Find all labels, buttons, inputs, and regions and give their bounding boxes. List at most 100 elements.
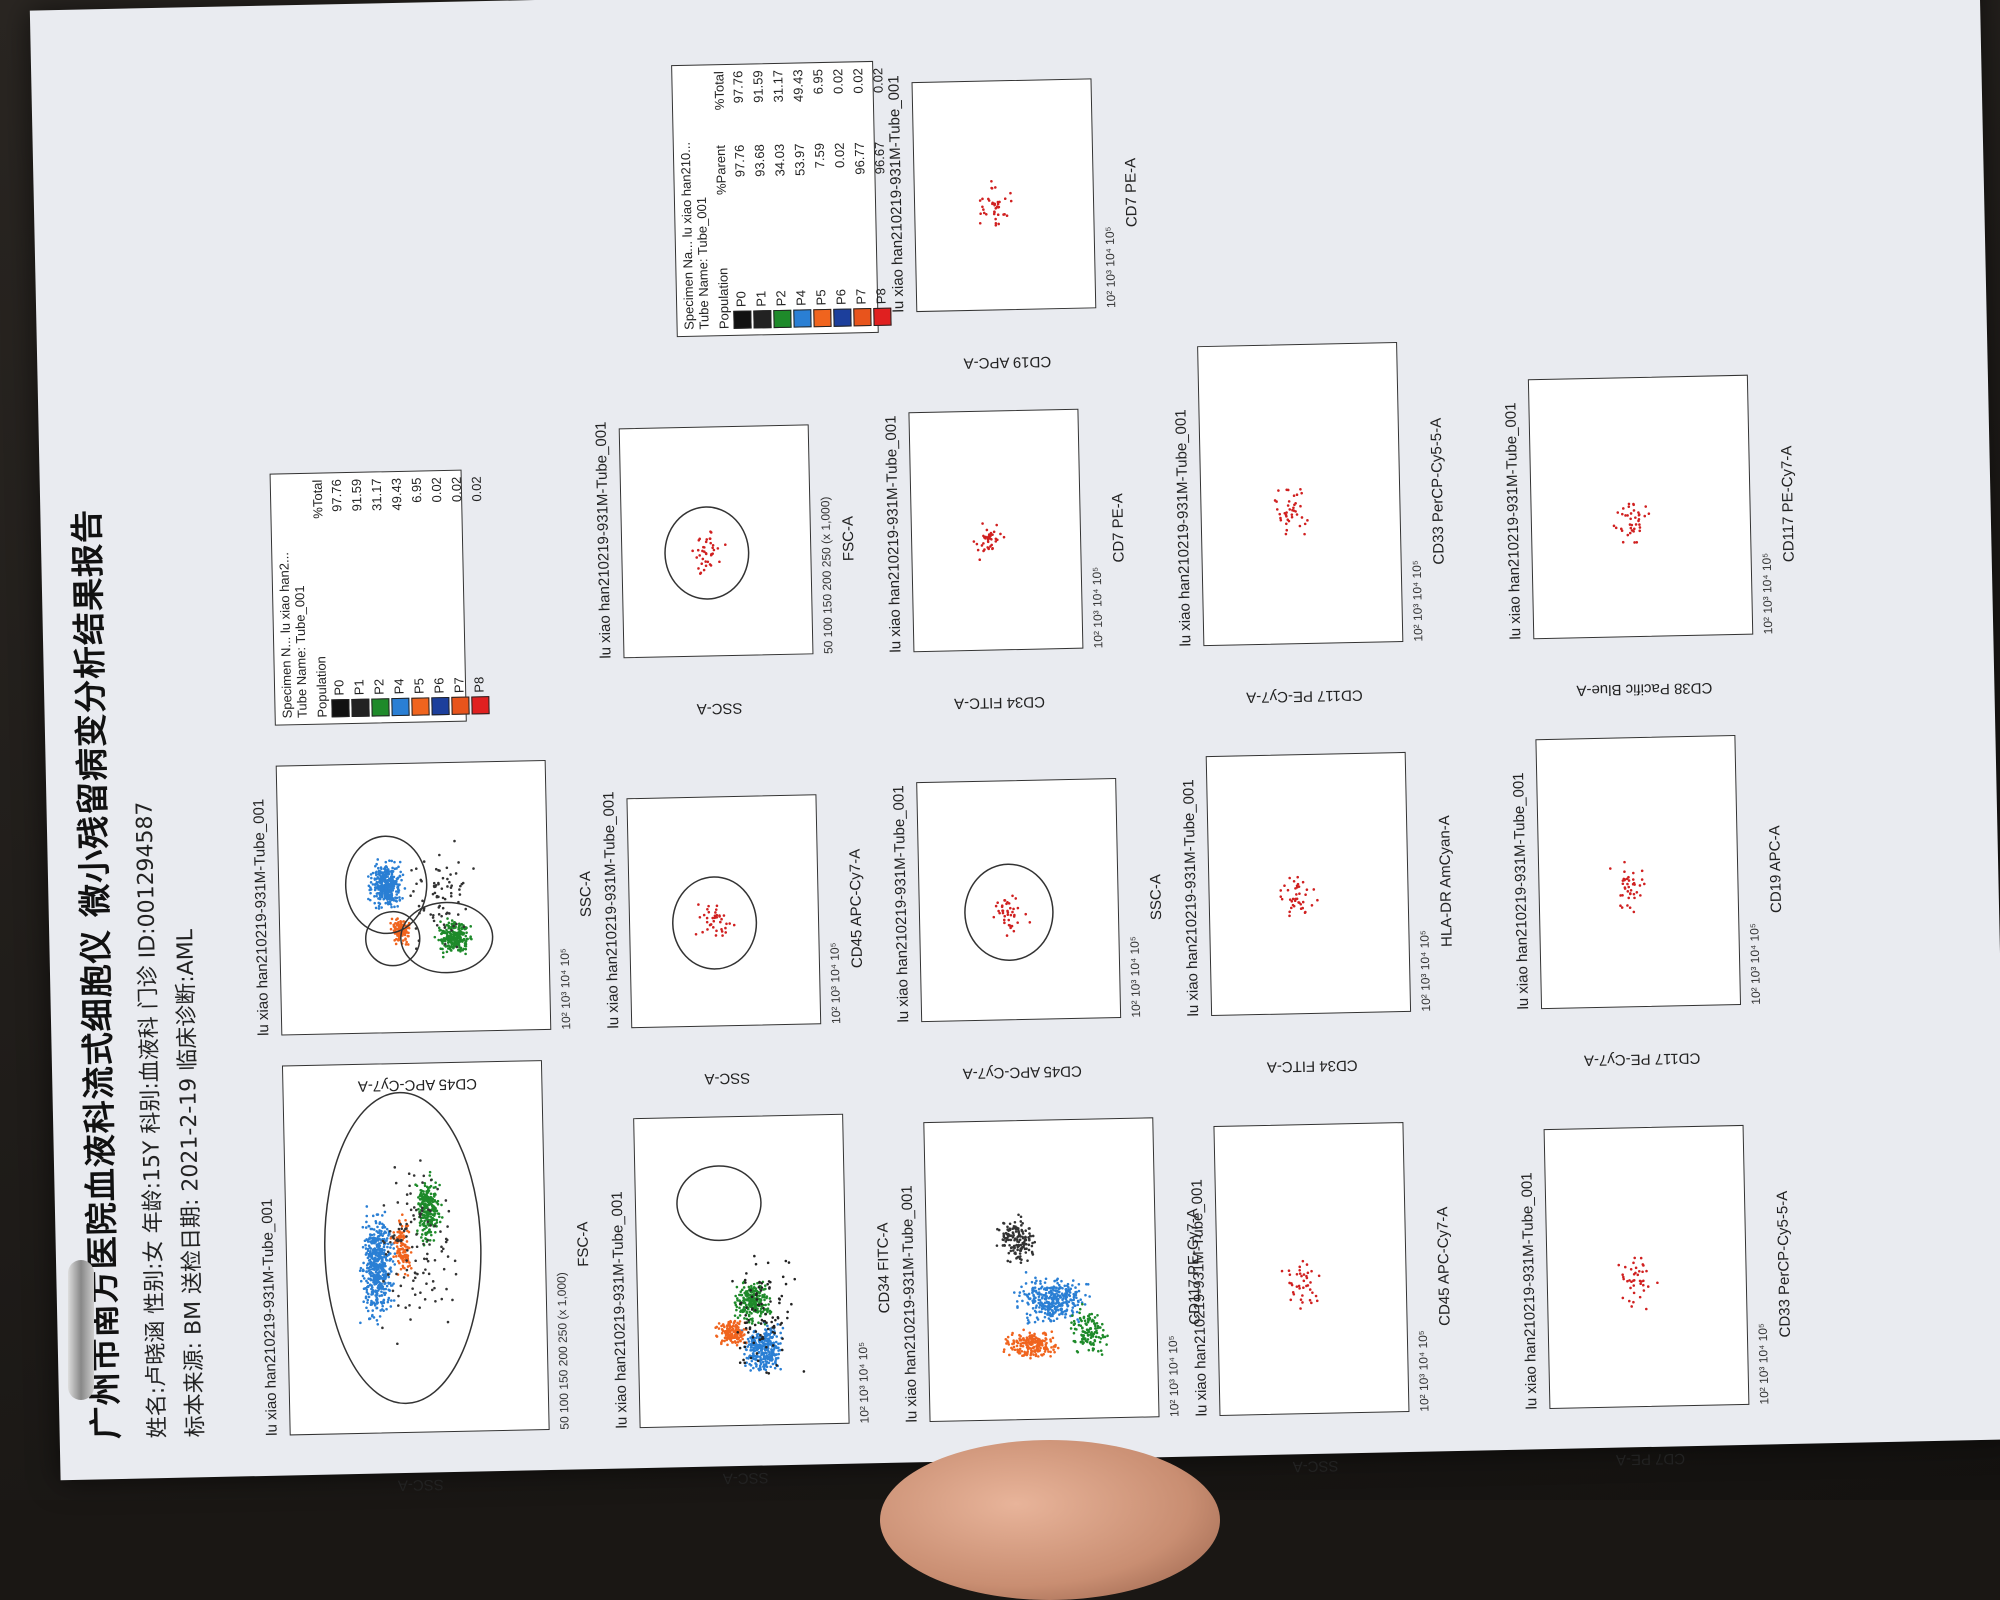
event-dot — [406, 1249, 409, 1252]
y-axis-label: CD7 PE-A — [1615, 1449, 1686, 1469]
event-dot — [1083, 1337, 1087, 1340]
event-dot — [1275, 508, 1279, 511]
event-dot — [1011, 894, 1014, 898]
event-dot — [734, 1333, 738, 1337]
event-dot — [462, 925, 466, 929]
event-dot — [735, 1337, 739, 1341]
plots-area: lu xiao han210219-931M-Tube_001 50 100 15… — [30, 11, 1797, 1493]
event-dot — [402, 1234, 405, 1237]
event-dot — [432, 881, 436, 885]
event-dot — [743, 1352, 746, 1356]
event-dot — [420, 879, 423, 883]
event-dot — [747, 1314, 751, 1318]
population-name: P7 — [451, 677, 467, 694]
event-dot — [1097, 1335, 1101, 1339]
event-dot — [1080, 1340, 1084, 1343]
event-dot — [429, 1215, 433, 1218]
event-dot — [399, 1239, 403, 1243]
event-dot — [417, 1207, 420, 1211]
event-dot — [386, 1300, 390, 1304]
event-dot — [423, 1214, 427, 1217]
event-dot — [1022, 1243, 1026, 1247]
event-dot — [1024, 1282, 1028, 1285]
event-dot — [422, 1174, 426, 1178]
event-dot — [765, 1360, 769, 1363]
event-dot — [393, 939, 396, 942]
event-dot — [394, 890, 398, 893]
event-dot — [1043, 1287, 1046, 1290]
event-dot — [384, 873, 388, 877]
event-dot — [744, 1326, 748, 1330]
event-dot — [368, 1237, 372, 1241]
event-dot — [1041, 1343, 1044, 1347]
event-dot — [371, 871, 375, 875]
event-dot — [706, 928, 709, 931]
event-dot — [423, 1219, 426, 1223]
event-dot — [1003, 899, 1007, 902]
event-dot — [429, 1233, 433, 1237]
event-dot — [743, 1333, 746, 1336]
event-dot — [1062, 1297, 1065, 1300]
event-dot — [412, 1214, 415, 1217]
event-dot — [1621, 507, 1625, 510]
event-dot — [766, 1327, 770, 1331]
event-dot — [372, 1252, 376, 1255]
event-dot — [405, 1227, 408, 1230]
event-dot — [395, 1245, 399, 1248]
event-dot — [375, 880, 379, 884]
event-dot — [374, 1289, 377, 1292]
event-dot — [1027, 1341, 1030, 1344]
event-dot — [1095, 1321, 1099, 1325]
event-dot — [697, 903, 700, 906]
event-dot — [1011, 1348, 1014, 1351]
event-dot — [764, 1308, 768, 1311]
event-dot — [404, 943, 408, 946]
event-dot — [756, 1281, 759, 1285]
event-dot — [1290, 513, 1294, 516]
x-axis-label: CD45 APC-Cy7-A — [1434, 1206, 1454, 1327]
event-dot — [747, 1343, 751, 1346]
event-dot — [731, 1279, 734, 1283]
event-dot — [696, 548, 700, 552]
event-dot — [379, 1256, 382, 1260]
event-dot — [431, 892, 435, 896]
event-dot — [759, 1366, 762, 1369]
event-dot — [724, 926, 727, 930]
event-dot — [431, 916, 435, 919]
flow-plot: lu xiao han210219-931M-Tube_001 10² 10³ 1… — [1172, 342, 1448, 706]
event-dot — [375, 894, 378, 898]
event-dot — [997, 222, 1000, 226]
event-dot — [1033, 1289, 1036, 1292]
event-dot — [1286, 518, 1290, 522]
event-dot — [780, 1294, 784, 1298]
event-dot — [1064, 1296, 1068, 1299]
event-dot — [704, 560, 707, 563]
event-dot — [1300, 491, 1303, 495]
event-dot — [1058, 1313, 1061, 1316]
event-dot — [452, 944, 456, 948]
event-dot — [747, 1320, 751, 1324]
event-dot — [383, 877, 386, 880]
event-dot — [1635, 541, 1639, 544]
event-dot — [1609, 867, 1612, 870]
event-dot — [776, 1316, 780, 1320]
event-dot — [1064, 1312, 1068, 1316]
event-dot — [1312, 888, 1316, 891]
event-dot — [767, 1280, 771, 1283]
event-dot — [739, 1301, 743, 1305]
event-dot — [397, 1294, 400, 1298]
event-dot — [401, 1259, 405, 1262]
event-dot — [1292, 506, 1295, 510]
event-dot — [441, 951, 445, 955]
event-dot — [1047, 1350, 1050, 1353]
event-dot — [399, 1256, 403, 1259]
event-dot — [709, 541, 712, 545]
event-dot — [430, 1288, 434, 1292]
population-name: P5 — [813, 289, 829, 306]
event-dot — [454, 1272, 458, 1276]
event-dot — [405, 1259, 408, 1262]
event-dot — [987, 199, 991, 202]
population-name: P7 — [853, 288, 869, 305]
event-dot — [1643, 514, 1647, 518]
event-dot — [422, 1203, 426, 1206]
